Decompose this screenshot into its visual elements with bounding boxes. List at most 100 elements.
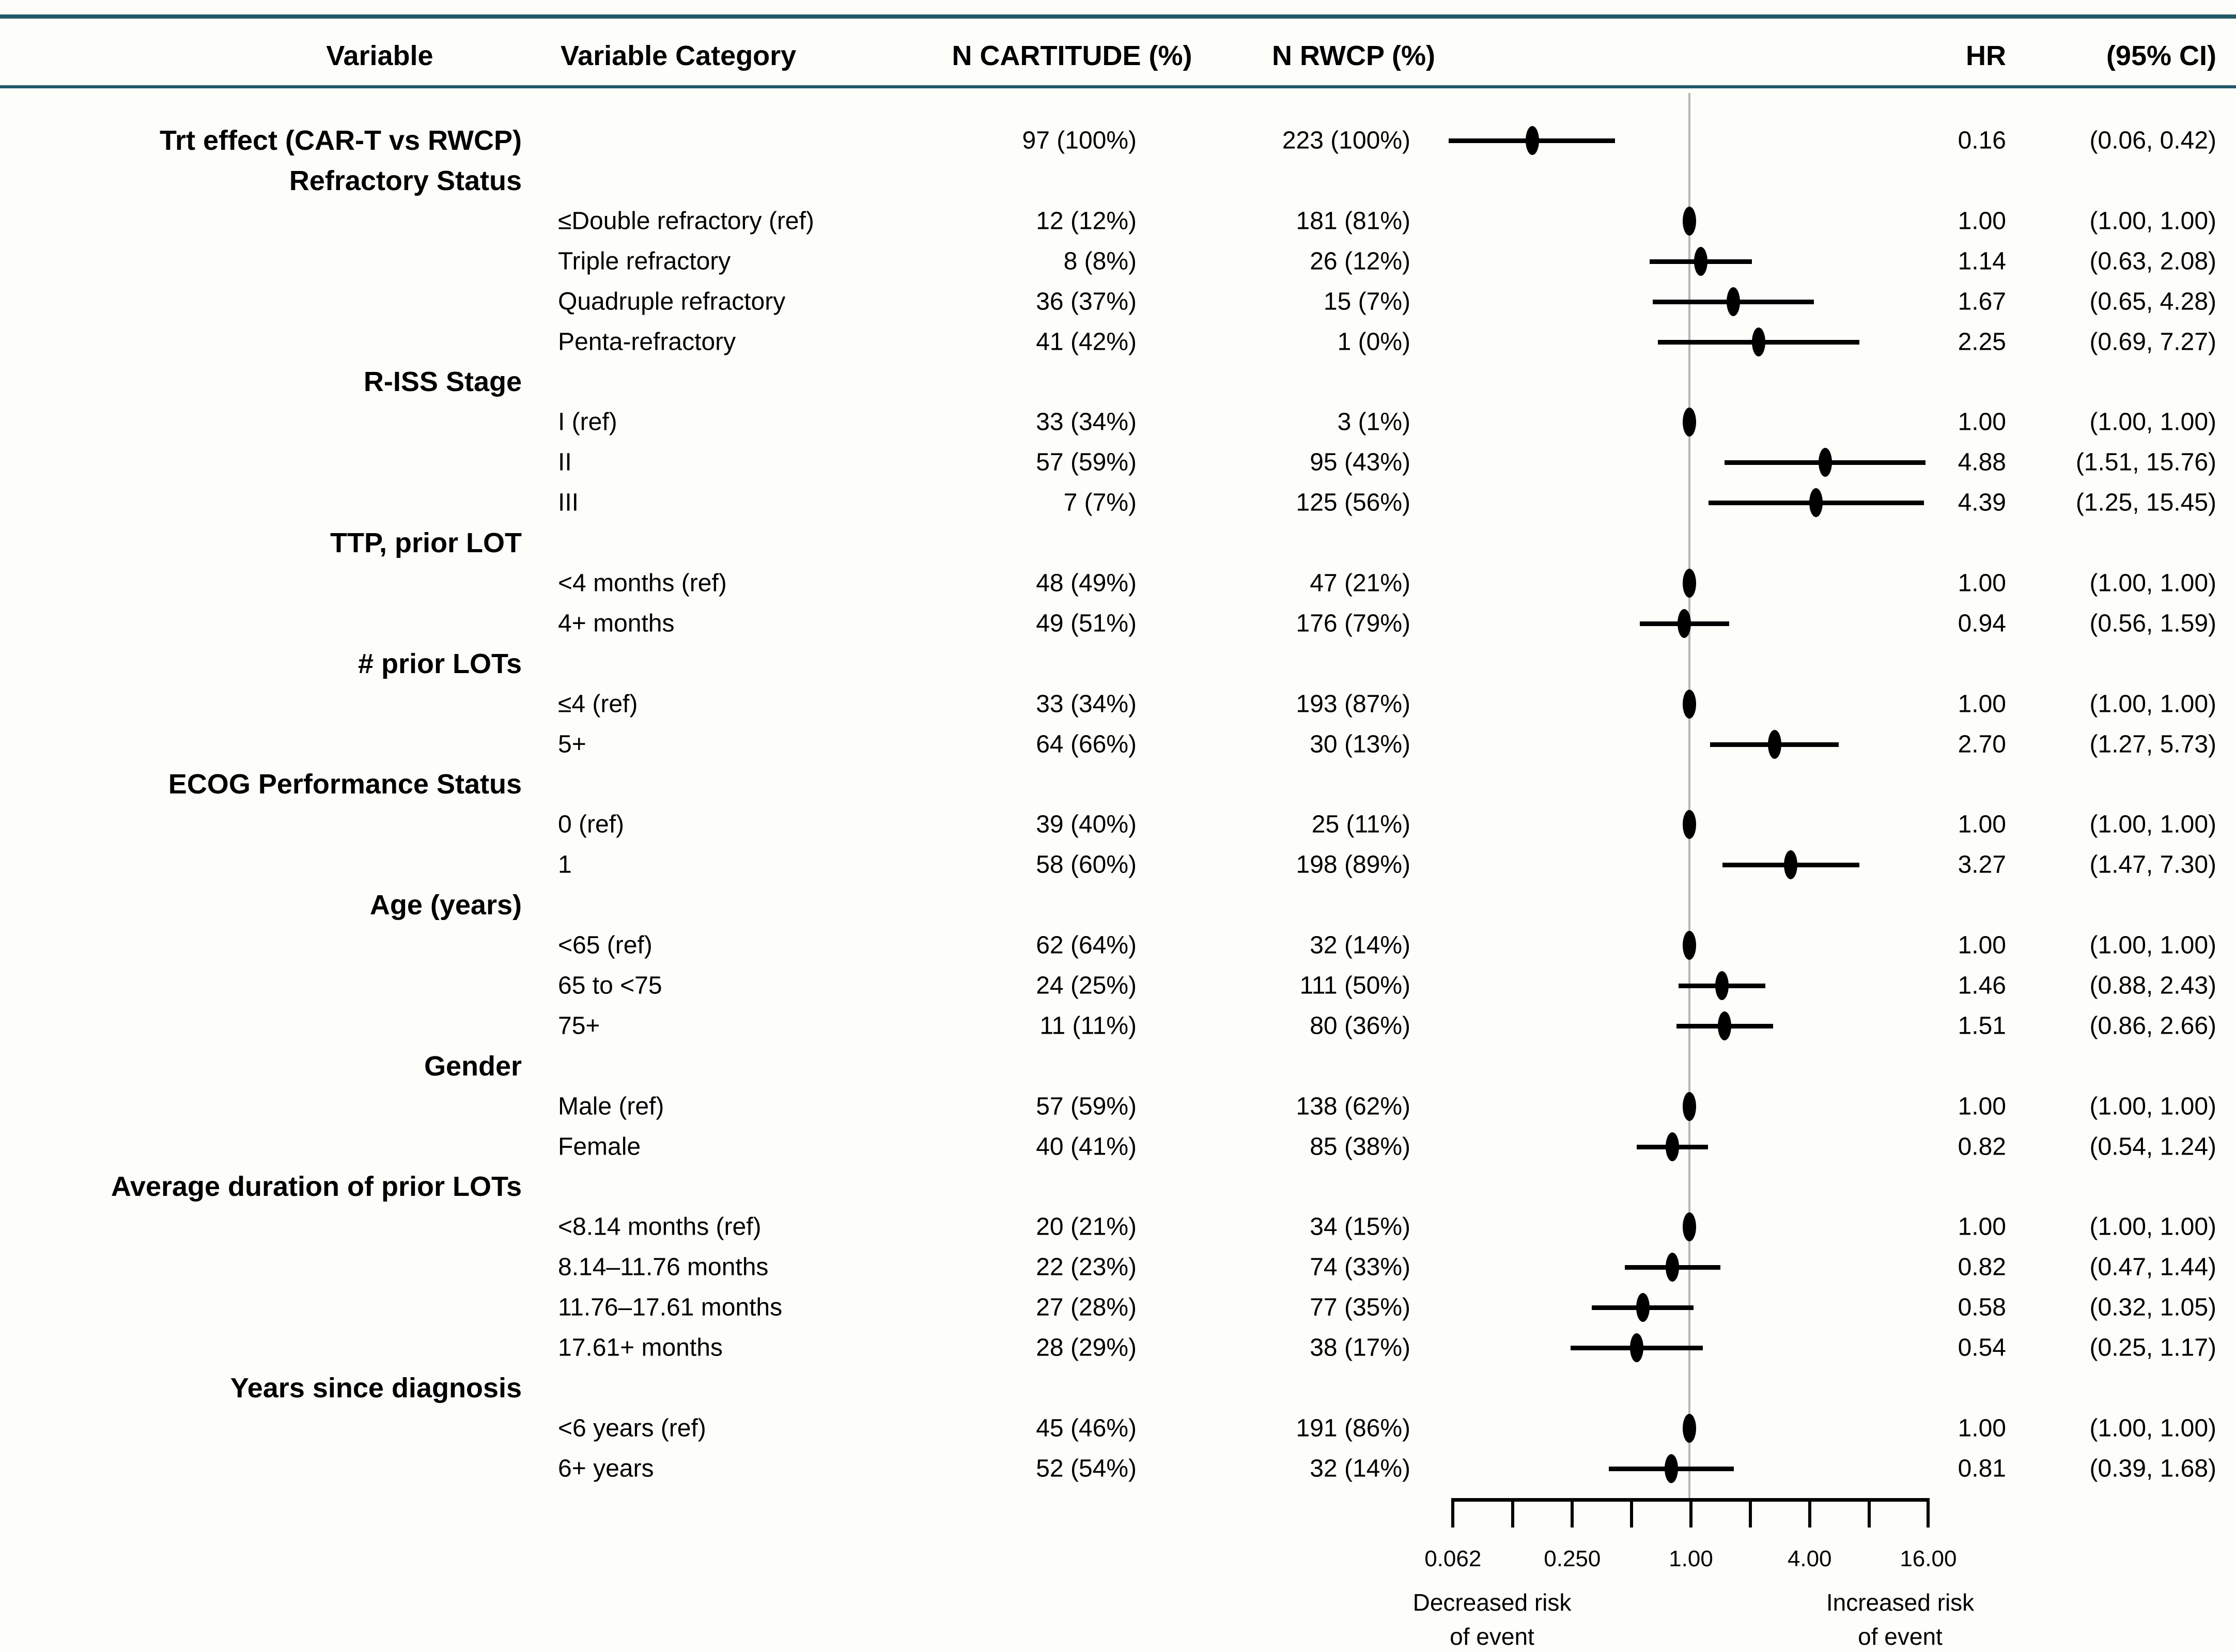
n-cartitude-value: 27 (28%)	[1036, 1293, 1137, 1321]
ci-value: (1.27, 5.73)	[2089, 730, 2216, 758]
category-label: Triple refractory	[558, 247, 731, 275]
n-rwcp-value: 125 (56%)	[1296, 489, 1410, 517]
n-rwcp-value: 32 (14%)	[1310, 1455, 1410, 1483]
ci-value: (0.25, 1.17)	[2089, 1334, 2216, 1362]
hr-value: 0.82	[1958, 1253, 2006, 1281]
n-cartitude-value: 36 (37%)	[1036, 288, 1137, 316]
variable-label: Refractory Status	[289, 165, 522, 196]
n-rwcp-value: 223 (100%)	[1282, 127, 1410, 154]
n-cartitude-value: 62 (64%)	[1036, 931, 1137, 959]
n-cartitude-value: 7 (7%)	[1063, 489, 1137, 517]
ci-value: (0.06, 0.42)	[2089, 127, 2216, 154]
hr-point-marker	[1683, 1212, 1696, 1241]
hr-value: 4.88	[1958, 448, 2006, 476]
ci-value: (1.00, 1.00)	[2089, 1213, 2216, 1241]
axis-tick	[1689, 1498, 1692, 1528]
n-rwcp-value: 74 (33%)	[1310, 1253, 1410, 1281]
category-label: Penta-refractory	[558, 328, 736, 356]
ci-value: (0.56, 1.59)	[2089, 610, 2216, 637]
category-label: <6 years (ref)	[558, 1414, 706, 1442]
ci-value: (1.00, 1.00)	[2089, 569, 2216, 597]
increased-risk-label: of event	[1858, 1623, 1943, 1650]
hr-value: 1.46	[1958, 972, 2006, 1000]
hr-value: 1.00	[1958, 1414, 2006, 1442]
category-label: <4 months (ref)	[558, 569, 727, 597]
ci-value: (1.00, 1.00)	[2089, 811, 2216, 838]
n-cartitude-value: 52 (54%)	[1036, 1455, 1137, 1483]
n-rwcp-value: 176 (79%)	[1296, 610, 1410, 637]
n-rwcp-value: 1 (0%)	[1337, 328, 1410, 356]
hr-point-marker	[1683, 810, 1696, 839]
hr-point-marker	[1683, 569, 1696, 598]
n-cartitude-value: 40 (41%)	[1036, 1133, 1137, 1161]
column-header-hr: HR	[1966, 40, 2006, 71]
ci-value: (0.65, 4.28)	[2089, 288, 2216, 316]
column-header-ci: (95% CI)	[2106, 40, 2216, 71]
n-rwcp-value: 15 (7%)	[1323, 288, 1410, 316]
hr-value: 1.00	[1958, 207, 2006, 235]
hr-point-marker	[1683, 1414, 1696, 1443]
n-cartitude-value: 41 (42%)	[1036, 328, 1137, 356]
category-label: ≤4 (ref)	[558, 690, 638, 718]
variable-label: TTP, prior LOT	[330, 527, 522, 558]
hr-point-marker	[1784, 850, 1798, 879]
category-label: 11.76–17.61 months	[558, 1293, 783, 1321]
hr-point-marker	[1809, 488, 1823, 517]
n-rwcp-value: 26 (12%)	[1310, 247, 1410, 275]
hr-value: 1.00	[1958, 811, 2006, 838]
hr-value: 1.51	[1958, 1012, 2006, 1040]
variable-label: Years since diagnosis	[230, 1373, 522, 1404]
axis-tick-label: 1.00	[1669, 1546, 1713, 1571]
axis-tick-label: 4.00	[1787, 1546, 1832, 1571]
n-rwcp-value: 25 (11%)	[1311, 811, 1410, 838]
variable-label: Average duration of prior LOTs	[111, 1171, 522, 1202]
increased-risk-label: Increased risk	[1826, 1589, 1975, 1616]
hr-point-marker	[1677, 609, 1691, 638]
ci-value: (0.69, 7.27)	[2089, 328, 2216, 356]
axis-tick	[1630, 1498, 1634, 1528]
hr-point-marker	[1767, 730, 1781, 759]
variable-label: # prior LOTs	[358, 648, 522, 679]
n-cartitude-value: 33 (34%)	[1036, 690, 1137, 718]
ci-value: (0.63, 2.08)	[2089, 247, 2216, 275]
category-label: ≤Double refractory (ref)	[558, 207, 814, 235]
n-rwcp-value: 47 (21%)	[1310, 569, 1410, 597]
ci-value: (1.00, 1.00)	[2089, 408, 2216, 436]
decreased-risk-label: Decreased risk	[1412, 1589, 1572, 1616]
ci-value: (0.54, 1.24)	[2089, 1133, 2216, 1161]
n-cartitude-value: 24 (25%)	[1036, 972, 1137, 1000]
axis-tick-label: 0.250	[1544, 1546, 1601, 1571]
category-label: <8.14 months (ref)	[558, 1213, 762, 1241]
n-cartitude-value: 58 (60%)	[1036, 851, 1137, 879]
ci-value: (1.51, 15.76)	[2075, 448, 2216, 476]
category-label: Female	[558, 1133, 641, 1161]
top-rule	[0, 14, 2236, 19]
n-cartitude-value: 11 (11%)	[1039, 1012, 1137, 1040]
n-cartitude-value: 22 (23%)	[1036, 1253, 1137, 1281]
ci-value: (1.00, 1.00)	[2089, 207, 2216, 235]
category-label: 65 to <75	[558, 972, 662, 1000]
hr-value: 1.00	[1958, 569, 2006, 597]
hr-point-marker	[1636, 1293, 1650, 1322]
ci-value: (1.00, 1.00)	[2089, 1414, 2216, 1442]
ci-value: (1.25, 15.45)	[2075, 489, 2216, 517]
axis-tick	[1511, 1498, 1515, 1528]
ci-value: (0.32, 1.05)	[2089, 1293, 2216, 1321]
hr-value: 2.70	[1958, 730, 2006, 758]
hr-value: 0.54	[1958, 1334, 2006, 1362]
n-rwcp-value: 3 (1%)	[1337, 408, 1410, 436]
n-rwcp-value: 32 (14%)	[1310, 931, 1410, 959]
hr-point-marker	[1683, 207, 1696, 236]
n-rwcp-value: 198 (89%)	[1296, 851, 1410, 879]
axis-tick	[1867, 1498, 1871, 1528]
hr-point-marker	[1718, 1011, 1732, 1040]
hr-value: 0.16	[1958, 127, 2006, 154]
hr-value: 1.14	[1958, 247, 2006, 275]
hr-point-marker	[1683, 931, 1696, 960]
hr-point-marker	[1683, 408, 1696, 437]
hr-point-marker	[1666, 1253, 1680, 1282]
n-cartitude-value: 12 (12%)	[1036, 207, 1137, 235]
variable-label: Gender	[424, 1051, 522, 1082]
hr-value: 1.00	[1958, 1213, 2006, 1241]
